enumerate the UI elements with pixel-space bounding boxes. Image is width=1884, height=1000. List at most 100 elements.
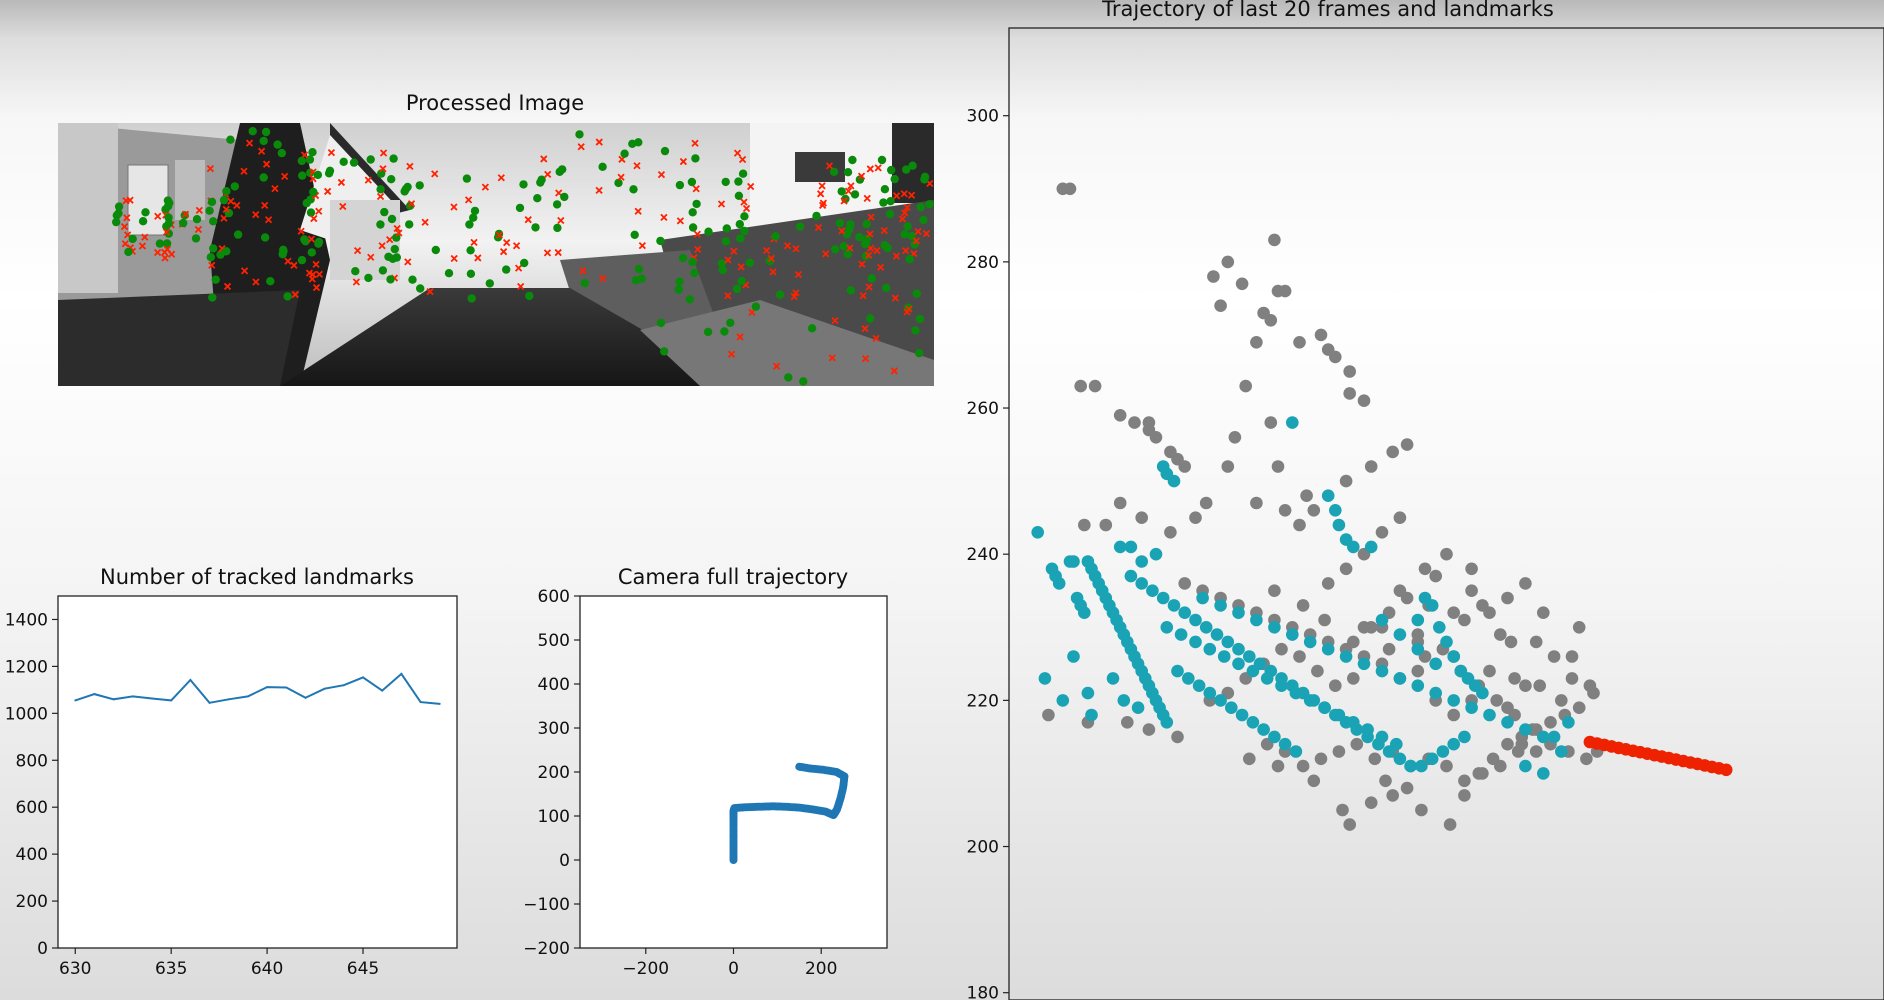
tracked-feature xyxy=(219,195,229,205)
candidate-feature xyxy=(858,260,866,268)
landmark-point-near xyxy=(1339,650,1353,663)
landmark-point-far xyxy=(1271,759,1285,773)
landmark-point-far xyxy=(1411,628,1425,641)
tracked-feature xyxy=(660,146,670,156)
candidate-feature xyxy=(865,283,873,291)
candidate-feature xyxy=(376,192,385,201)
trajectory-ytick-label: 200 xyxy=(967,838,999,858)
landmark-point-near xyxy=(1210,628,1224,641)
tracked-feature xyxy=(114,209,123,218)
tracked-feature xyxy=(678,253,688,263)
tracked-feature xyxy=(831,245,840,254)
camera-ytick-label: 200 xyxy=(538,763,570,783)
tracked-feature xyxy=(226,135,235,144)
landmark-point-near xyxy=(1196,591,1209,605)
landmarks-point xyxy=(266,686,269,689)
landmark-point-near xyxy=(1393,672,1407,685)
landmark-point-near xyxy=(1167,474,1181,488)
tracked-feature xyxy=(732,284,742,294)
candidate-feature xyxy=(464,196,473,204)
tracked-feature xyxy=(307,248,316,257)
landmark-point-far xyxy=(1494,759,1507,773)
landmark-point-near xyxy=(1221,635,1235,649)
candidate-feature xyxy=(901,209,909,217)
landmark-point-near xyxy=(1268,730,1281,744)
candidate-feature xyxy=(497,174,505,182)
landmark-point-far xyxy=(1465,562,1478,576)
tracked-feature xyxy=(738,169,748,178)
landmark-point-near xyxy=(1117,694,1131,707)
tracked-feature xyxy=(405,220,414,229)
landmarks-point xyxy=(285,686,288,689)
candidate-feature xyxy=(794,270,803,279)
landmark-point-far xyxy=(1178,577,1191,590)
candidate-feature xyxy=(206,165,215,173)
landmarks-point xyxy=(189,679,192,681)
landmark-point-near xyxy=(1268,621,1281,634)
tracked-feature xyxy=(515,203,525,213)
candidate-feature xyxy=(772,362,781,370)
candidate-feature xyxy=(339,202,347,211)
landmark-point-far xyxy=(1339,562,1353,576)
candidate-feature xyxy=(767,254,776,263)
camera-ytick-label: 600 xyxy=(538,587,570,607)
landmark-point-near xyxy=(1447,650,1460,663)
landmark-point-near xyxy=(1085,708,1098,722)
tracked-feature xyxy=(112,217,121,227)
candidate-feature xyxy=(284,257,292,265)
tracked-feature xyxy=(470,206,480,216)
tracked-feature xyxy=(734,177,743,186)
candidate-feature xyxy=(450,203,458,211)
candidate-feature xyxy=(742,204,751,213)
candidate-feature xyxy=(657,171,666,179)
tracked-feature xyxy=(620,149,629,158)
landmark-point-far xyxy=(1142,723,1156,736)
trajectory-ytick-label: 280 xyxy=(967,253,999,273)
landmark-point-far xyxy=(1250,496,1263,510)
landmark-point-near xyxy=(1404,759,1417,773)
tracked-feature xyxy=(408,275,417,284)
tracked-feature xyxy=(378,266,388,275)
tracked-feature xyxy=(349,158,359,167)
candidate-feature xyxy=(378,242,386,250)
landmark-point-near xyxy=(1203,642,1217,656)
tracked-feature xyxy=(525,291,534,301)
candidate-feature xyxy=(816,190,825,198)
tracked-feature xyxy=(314,239,323,248)
landmark-point-near xyxy=(1361,723,1374,736)
tracked-feature xyxy=(882,283,891,293)
landmark-point-far xyxy=(1078,518,1091,532)
tracked-feature xyxy=(887,165,896,175)
tracked-feature xyxy=(850,190,860,199)
landmark-point-far xyxy=(1214,299,1227,313)
tracked-feature xyxy=(737,276,746,286)
landmark-point-near xyxy=(1415,759,1428,773)
landmark-point-near xyxy=(1225,701,1238,714)
candidate-feature xyxy=(337,178,346,187)
tracked-feature xyxy=(631,276,640,285)
candidate-feature xyxy=(141,233,149,241)
tracked-feature xyxy=(553,223,562,233)
tracked-feature xyxy=(259,173,268,182)
tracked-feature xyxy=(387,214,397,224)
candidate-feature xyxy=(724,256,732,264)
camera-position-point xyxy=(795,762,804,771)
tracked-feature xyxy=(784,373,793,382)
candidate-feature xyxy=(617,173,625,181)
candidate-feature xyxy=(790,292,798,301)
landmark-point-near xyxy=(1393,628,1407,641)
landmark-point-far xyxy=(1519,679,1532,692)
tracked-feature xyxy=(313,170,323,180)
candidate-feature xyxy=(717,200,726,208)
landmark-point-far xyxy=(1572,621,1586,634)
landmark-point-far xyxy=(1221,255,1235,269)
landmarks-point xyxy=(342,684,345,687)
candidate-feature xyxy=(872,334,880,343)
landmark-point-near xyxy=(1318,701,1331,714)
tracked-feature xyxy=(877,155,887,165)
landmark-point-far xyxy=(1268,584,1281,597)
landmark-point-far xyxy=(1504,635,1518,649)
tracked-feature xyxy=(630,230,639,239)
trajectory-ytick-label: 220 xyxy=(967,691,999,711)
landmark-point-near xyxy=(1135,577,1148,590)
